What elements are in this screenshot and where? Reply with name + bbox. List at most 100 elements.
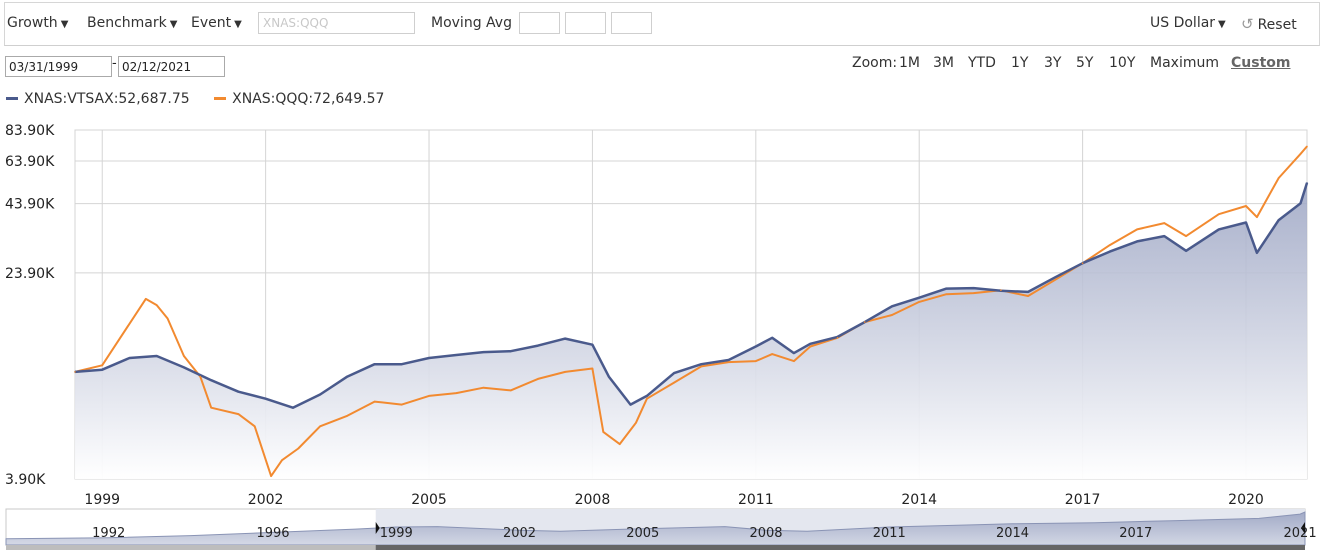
zoom-label: Zoom:	[852, 55, 898, 71]
legend-item-vtsax[interactable]: XNAS:VTSAX:52,687.75	[6, 91, 190, 107]
legend-item-qqq[interactable]: XNAS:QQQ:72,649.57	[214, 91, 384, 107]
y-tick-label: 23.90K	[5, 266, 55, 282]
vtsax-point	[319, 393, 321, 396]
qqq-point	[281, 459, 283, 462]
y-tick-label: 3.90K	[5, 472, 46, 488]
qqq-point	[755, 360, 757, 362]
qqq-point	[602, 431, 605, 433]
vtsax-point	[863, 321, 866, 323]
qqq-point	[237, 413, 240, 415]
reset-button[interactable]: ↺ Reset	[1241, 15, 1297, 33]
chevron-down-icon: ▼	[60, 19, 69, 30]
vtsax-point	[183, 366, 185, 369]
qqq-point	[1306, 145, 1308, 148]
navigator-scrollbar[interactable]	[6, 545, 1305, 550]
qqq-point	[199, 375, 202, 378]
vtsax-point	[482, 351, 485, 353]
navigator-year-label: 1999	[380, 526, 413, 541]
chart-axis-labels: 83.90K 63.90K 43.90K 23.90K 3.90K 1999 2002 200…	[5, 123, 1264, 508]
vtsax-point	[537, 344, 539, 347]
vtsax-point	[771, 337, 773, 339]
vtsax-point	[1299, 202, 1302, 205]
x-tick-label: 2008	[575, 492, 611, 508]
moving-avg-input-3[interactable]	[611, 12, 652, 34]
moving-avg-input-1[interactable]	[519, 12, 560, 34]
vtsax-point	[237, 390, 240, 393]
vtsax-point	[564, 337, 566, 340]
currency-label: US Dollar	[1150, 15, 1216, 31]
navigator-selection[interactable]	[375, 509, 1305, 545]
qqq-point	[210, 406, 212, 409]
end-date-input[interactable]	[118, 56, 225, 77]
navigator-year-label: 1992	[92, 526, 125, 541]
legend-swatch-qqq	[214, 97, 227, 100]
vtsax-point	[629, 403, 632, 406]
benchmark-dropdown[interactable]: Benchmark ▼	[87, 15, 177, 31]
qqq-point	[428, 395, 430, 397]
qqq-point	[346, 415, 349, 417]
chart-navigator[interactable]: 1992 1996 1999 2002 2005 2008 2011 2014 2017 2021	[5, 508, 1317, 550]
qqq-point	[771, 353, 773, 355]
currency-dropdown[interactable]: US Dollar ▼	[1150, 15, 1226, 31]
vtsax-point	[1054, 276, 1057, 279]
navigator-year-label: 2021	[1284, 526, 1317, 541]
zoom-5y-button[interactable]: 5Y	[1076, 55, 1094, 71]
vtsax-point	[793, 352, 795, 354]
chart-toolbar: Growth▼ Benchmark▼ Event▼ Moving Avg US …	[4, 2, 1320, 46]
y-tick-label: 43.90K	[5, 197, 55, 213]
zoom-1y-button[interactable]: 1Y	[1011, 55, 1029, 71]
qqq-point	[270, 475, 272, 477]
qqq-point	[1136, 228, 1138, 231]
zoom-ytd-button[interactable]: YTD	[968, 55, 996, 71]
vtsax-point	[646, 395, 648, 397]
qqq-point	[509, 389, 512, 392]
qqq-point	[918, 301, 920, 303]
qqq-point	[373, 400, 376, 403]
qqq-point	[1109, 244, 1111, 246]
plot-border	[74, 129, 1308, 480]
zoom-maximum-button[interactable]: Maximum	[1150, 55, 1219, 71]
vtsax-point	[608, 375, 610, 378]
navigator-handle-left-icon[interactable]	[375, 522, 380, 534]
chevron-down-icon: ▼	[169, 19, 178, 30]
navigator-year-label: 2005	[626, 526, 659, 541]
vtsax-point	[1245, 221, 1247, 224]
x-tick-label: 1999	[84, 492, 120, 508]
zoom-3y-button[interactable]: 3Y	[1044, 55, 1062, 71]
vtsax-point	[1136, 240, 1138, 243]
vtsax-point	[1027, 291, 1029, 293]
vtsax-point	[1306, 182, 1308, 184]
vtsax-point	[74, 371, 76, 373]
qqq-point	[297, 447, 300, 450]
vtsax-point	[1218, 228, 1220, 231]
zoom-1m-button[interactable]: 1M	[899, 55, 920, 71]
start-date-input[interactable]	[5, 56, 112, 77]
vtsax-point	[509, 350, 512, 353]
navigator-handle-right-icon[interactable]	[1301, 522, 1305, 534]
chart-lines	[74, 145, 1309, 478]
ticker-input[interactable]	[258, 12, 415, 34]
qqq-point	[972, 292, 975, 294]
vtsax-point	[972, 287, 975, 289]
navigator-year-label: 2011	[873, 526, 906, 541]
event-dropdown[interactable]: Event ▼	[191, 15, 242, 31]
benchmark-label: Benchmark	[87, 15, 167, 31]
chevron-down-icon: ▼	[234, 19, 242, 30]
zoom-3m-button[interactable]: 3M	[933, 55, 954, 71]
qqq-point	[564, 371, 566, 373]
moving-avg-input-2[interactable]	[565, 12, 606, 34]
x-tick-label: 2020	[1228, 492, 1264, 508]
vtsax-point	[1000, 290, 1002, 292]
qqq-point	[101, 364, 103, 367]
qqq-point	[863, 321, 866, 323]
qqq-point	[646, 397, 648, 400]
chart-area	[75, 182, 1307, 479]
x-tick-label: 2002	[248, 492, 284, 508]
zoom-10y-button[interactable]: 10Y	[1109, 55, 1136, 71]
legend-label-qqq: XNAS:QQQ:72,649.57	[232, 90, 385, 107]
navigator-year-label: 2008	[749, 526, 782, 541]
vtsax-point	[591, 343, 594, 346]
zoom-custom-button[interactable]: Custom	[1231, 55, 1291, 71]
growth-dropdown[interactable]: Growth ▼	[7, 15, 68, 31]
